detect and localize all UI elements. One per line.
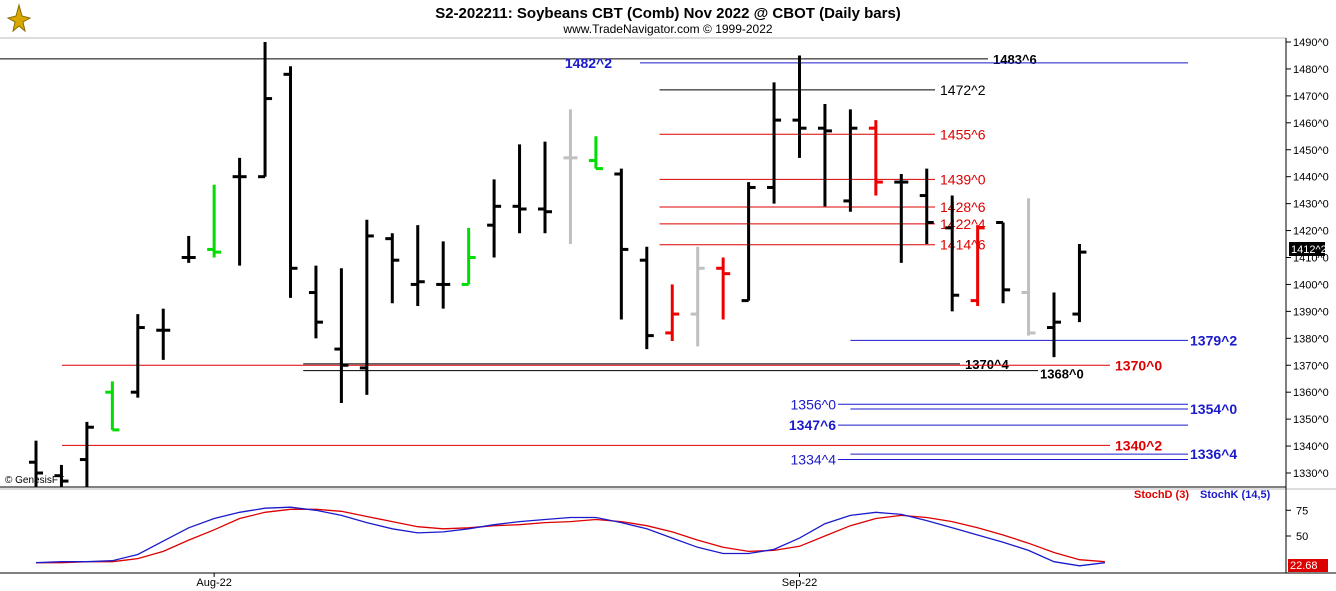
ohlc-bar (29, 440, 43, 487)
x-tick-label: Sep-22 (782, 577, 817, 589)
ohlc-bar (105, 381, 120, 432)
ohlc-bar (54, 464, 69, 487)
price-tick-label: 1480^0 (1293, 64, 1329, 76)
level-label: 1354^0 (1190, 401, 1237, 417)
watermark: © GenesisFT (5, 475, 64, 486)
level-label: 1340^2 (1115, 437, 1162, 453)
price-tick-label: 1470^0 (1293, 91, 1329, 103)
price-tick-label: 1490^0 (1293, 37, 1329, 49)
ohlc-bar (894, 173, 909, 263)
level-label: 1455^6 (940, 126, 986, 142)
stoch-last-value-label: 22.68 (1290, 560, 1318, 572)
genesis-logo-icon (4, 2, 34, 34)
stochastic-panel (35, 506, 1105, 567)
level-label: 1428^6 (940, 199, 986, 215)
level-label: 1379^2 (1190, 332, 1237, 348)
price-tick-label: 1330^0 (1293, 468, 1329, 480)
ohlc-bar (130, 314, 145, 398)
ohlc-bar (563, 109, 578, 245)
price-tick-label: 1350^0 (1293, 414, 1329, 426)
ohlc-bar (538, 141, 552, 234)
chart-subtitle: www.TradeNavigator.com © 1999-2022 (562, 22, 772, 36)
ohlc-bar (258, 42, 273, 179)
ohlc-bar (919, 168, 934, 245)
stoch-last-value-box (1288, 559, 1328, 572)
level-label: 1472^2 (940, 82, 986, 98)
price-tick-label: 1380^0 (1293, 333, 1329, 345)
ohlc-bar (283, 66, 298, 298)
ohlc-bar (436, 241, 451, 309)
ohlc-bar (639, 246, 654, 350)
level-label: 1334^4 (791, 452, 837, 468)
price-tick-label: 1450^0 (1293, 145, 1329, 157)
ohlc-bar (1047, 292, 1061, 358)
chart-title: S2-202211: Soybeans CBT (Comb) Nov 2022 … (435, 5, 901, 22)
price-tick-label: 1460^0 (1293, 118, 1329, 130)
ohlc-bar (817, 103, 832, 207)
ohlc-bar (945, 195, 960, 312)
level-label: 1356^0 (791, 396, 837, 412)
ohlc-bar (1072, 244, 1087, 323)
price-bars (29, 42, 1087, 487)
stoch-axis: 75 50 (1286, 505, 1308, 543)
price-tick-label: 1400^0 (1293, 279, 1329, 291)
price-tick-label: 1440^0 (1293, 172, 1329, 184)
ohlc-bar (614, 168, 629, 320)
level-label: 1370^4 (965, 357, 1010, 372)
stoch-tick-label: 75 (1296, 505, 1308, 517)
stochk-line (35, 506, 1105, 567)
ohlc-bar (512, 144, 527, 234)
legend-stochk: StochK (14,5) (1200, 489, 1271, 501)
ohlc-bar (461, 227, 476, 286)
level-label: 1347^6 (789, 417, 836, 433)
ohlc-bar (767, 82, 782, 204)
ohlc-bar (868, 120, 883, 196)
level-label: 1370^0 (1115, 357, 1162, 373)
ohlc-bar (79, 421, 94, 487)
price-tick-label: 1370^0 (1293, 360, 1329, 372)
price-tick-label: 1340^0 (1293, 441, 1329, 453)
last-price-label: 1412^2 (1291, 244, 1327, 256)
ohlc-bar (156, 308, 171, 360)
ohlc-bar (410, 225, 425, 306)
level-label: 1483^6 (993, 52, 1037, 67)
price-tick-label: 1390^0 (1293, 306, 1329, 318)
stoch-tick-label: 50 (1296, 531, 1308, 543)
price-axis: 1330^0 1340^0 1350^0 1360^0 1370^0 1380^0 1390… (1286, 37, 1329, 480)
ohlc-bar (385, 233, 400, 304)
price-tick-label: 1430^0 (1293, 199, 1329, 211)
level-label: 1439^0 (940, 171, 986, 187)
ohlc-bar (741, 182, 756, 303)
ohlc-bar (308, 265, 323, 339)
ohlc-bar (334, 268, 349, 403)
ohlc-bar (792, 55, 807, 158)
ohlc-bar (487, 179, 502, 258)
stochd-line (36, 508, 1105, 564)
ohlc-bar (588, 136, 603, 171)
last-price-box (1289, 242, 1325, 256)
price-tick-label: 1360^0 (1293, 387, 1329, 399)
ohlc-bar (181, 235, 196, 263)
ohlc-bar (996, 220, 1011, 304)
ohlc-bar (232, 157, 247, 266)
support-resistance-levels: 1483^61482^21472^21455^61439^01428^61422… (0, 52, 1237, 468)
level-label: 1336^4 (1190, 446, 1237, 462)
ohlc-bar (843, 109, 858, 212)
ohlc-bar (665, 284, 680, 342)
x-tick-label: Aug-22 (196, 577, 231, 589)
ohlc-bar (207, 184, 222, 258)
ohlc-bar (359, 219, 374, 395)
legend-stochd: StochD (3) (1134, 489, 1189, 501)
price-tick-label: 1420^0 (1293, 226, 1329, 238)
ohlc-bar (716, 257, 731, 320)
ohlc-bar (690, 246, 705, 347)
x-axis: Aug-22 Sep-22 (196, 573, 817, 589)
ohlc-bar (970, 225, 985, 306)
level-label: 1482^2 (565, 55, 612, 71)
ohlc-bar (1021, 198, 1036, 336)
level-label: 1368^0 (1040, 367, 1084, 382)
